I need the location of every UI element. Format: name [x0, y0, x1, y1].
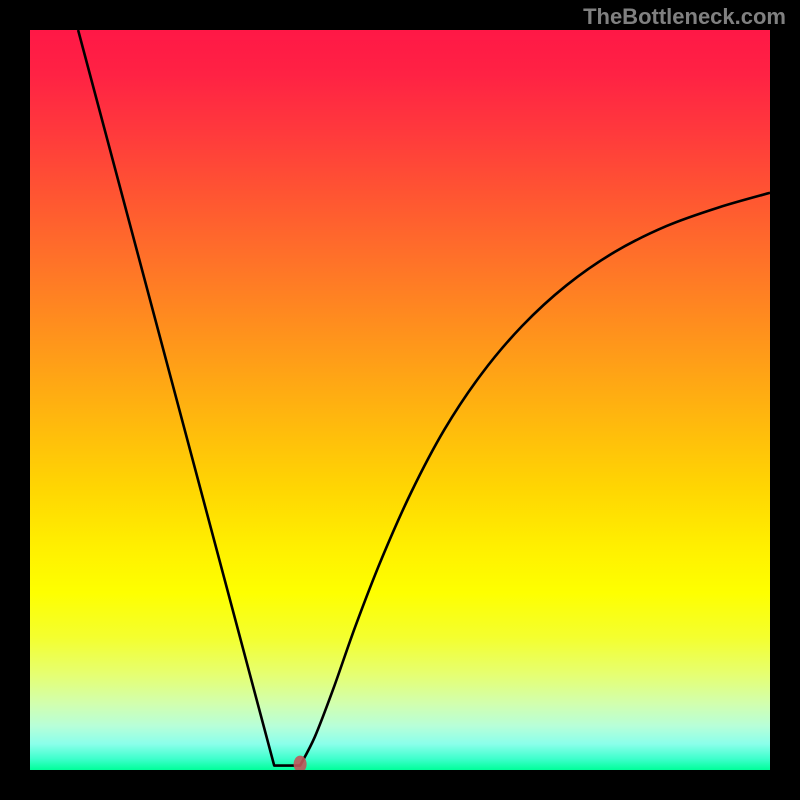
bottleneck-curve: [78, 30, 770, 766]
watermark-text: TheBottleneck.com: [583, 4, 786, 30]
chart-curve-layer: [30, 30, 770, 770]
chart-plot-area: [30, 30, 770, 770]
